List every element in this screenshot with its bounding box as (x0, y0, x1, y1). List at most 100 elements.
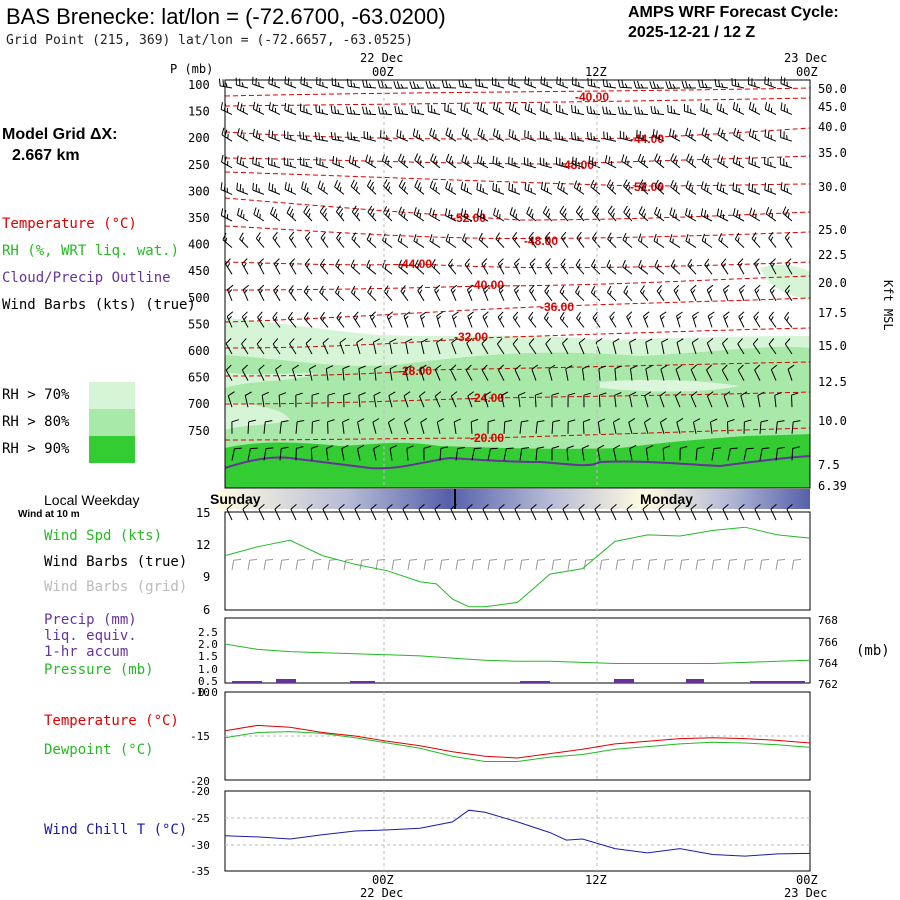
wind-barb (559, 205, 569, 222)
precip-panel-frame (224, 617, 811, 684)
pressure-tick: 700 (188, 397, 210, 411)
wind-barb (576, 311, 585, 328)
wind-barb (519, 420, 529, 434)
wind-barb (311, 392, 320, 408)
top-hour-label: 00Z (372, 65, 394, 79)
wind-barb (669, 128, 681, 142)
wind-barb (535, 420, 545, 434)
wind-barb (524, 129, 537, 142)
wind-barb (670, 180, 681, 195)
wind-barb (606, 259, 617, 275)
wind-barb (301, 181, 313, 195)
wind-barb (338, 504, 345, 521)
wind-barb (403, 417, 411, 434)
wind-barb (286, 206, 297, 222)
rh70-region-upper (760, 265, 810, 300)
wind-barb (720, 258, 729, 275)
wind-barb (540, 181, 553, 195)
wind-barb (557, 181, 569, 195)
wind-barb (590, 259, 601, 275)
wind-barb (455, 558, 466, 571)
wind-barb (757, 391, 765, 408)
wind-barb (691, 338, 699, 355)
wind-barb (231, 558, 242, 571)
wind-barb (692, 311, 699, 328)
wind-barb (451, 311, 459, 328)
wind-barb (330, 105, 345, 116)
wind-barb (268, 157, 281, 169)
wind-barb (423, 445, 432, 461)
wind-barb (317, 180, 329, 195)
precip-pressure-panel: 2.5 2.0 1.5 1.0 0.5 0.0 768 766 764 762 (198, 614, 838, 699)
wind-barb (653, 233, 665, 249)
wind-barb (303, 285, 313, 302)
wind-barb (597, 418, 606, 434)
wind-barb (239, 232, 249, 248)
wind-barb (643, 417, 651, 434)
precip-bar (350, 681, 375, 683)
wind-barb (722, 504, 729, 521)
wind-barb (290, 504, 297, 521)
temp-label: -44.00 (630, 132, 664, 146)
wind-barb (693, 418, 701, 434)
wind-barb (381, 153, 393, 169)
wind-barb (711, 447, 722, 461)
wind-barb (737, 364, 745, 381)
wind-barb (218, 78, 233, 89)
wind-barb (661, 338, 669, 355)
wind-barb (759, 558, 770, 571)
wind-barb (674, 504, 681, 521)
wind-barb (283, 157, 297, 169)
wind-barb (775, 558, 786, 571)
wind-barb (685, 127, 697, 142)
wind-barb (464, 258, 473, 275)
wind-barb (258, 364, 265, 381)
wind-barb (695, 558, 706, 571)
wind-barb (343, 558, 354, 571)
wind-barb (263, 447, 274, 461)
wind-barb (263, 558, 274, 571)
precip-label: Precip (mm) (44, 612, 137, 628)
wind-barb (220, 182, 233, 195)
wind-barb (629, 444, 637, 461)
wind-barb (748, 128, 761, 142)
wind-barb (221, 127, 233, 142)
wind-barb (322, 338, 329, 355)
wind-barb (373, 391, 381, 408)
wind-barb (701, 153, 713, 169)
wind-barb (591, 232, 601, 248)
wind-barb (752, 338, 761, 355)
dry-pocket (600, 379, 740, 392)
wind-barb (237, 207, 249, 222)
height-tick: 35.0 (818, 146, 847, 160)
wind-barb (711, 558, 722, 571)
wind-barb (751, 232, 761, 248)
chill-panel-frame (224, 790, 811, 872)
pressure-tick: 762 (818, 678, 838, 691)
wind-barb (748, 182, 761, 195)
wind-barb (629, 338, 637, 355)
wind-barb (610, 504, 617, 521)
wind-barb (638, 206, 649, 222)
wind-barb (784, 338, 793, 355)
wind-barb (272, 338, 281, 355)
wind-barb (665, 81, 681, 89)
wind-barb (367, 285, 377, 302)
wind-barb (599, 558, 610, 571)
wind-barb (389, 338, 397, 355)
wind-barb (370, 504, 377, 521)
wind-barb (316, 156, 329, 169)
wind-barb (334, 180, 345, 195)
wind-barb (555, 131, 569, 142)
wind-barb (637, 153, 649, 169)
wind-barb (606, 285, 617, 302)
wind-barb (436, 418, 444, 434)
wind-barb (226, 504, 233, 521)
wind-barb (732, 182, 745, 195)
wind-barb (636, 129, 649, 142)
temperature-contours (224, 87, 811, 441)
wind-height-note: Wind at 10 m (18, 509, 80, 520)
wind-barb (669, 234, 681, 249)
wind-barb (743, 419, 752, 434)
